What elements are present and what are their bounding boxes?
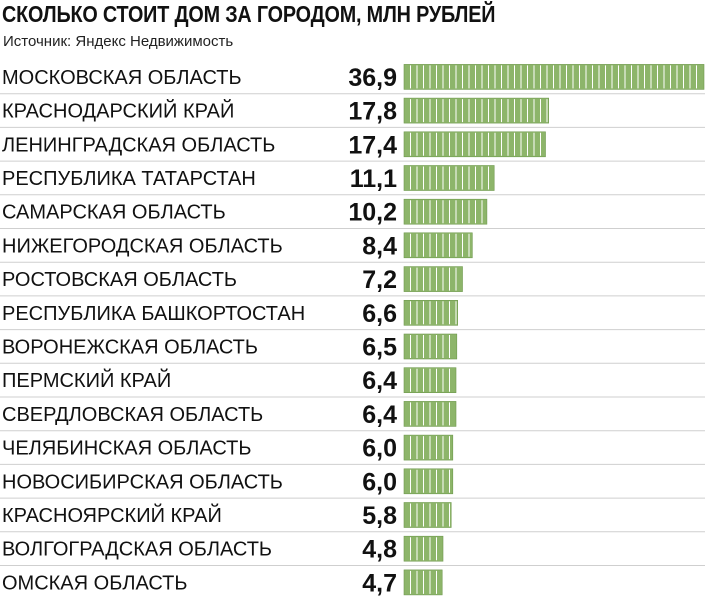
value-label: 8,4 [362,232,397,260]
bar [403,266,463,292]
value-label: 6,0 [362,435,397,463]
chart-subtitle: Источник: Яндекс Недвижимость [3,33,234,50]
value-label: 5,8 [362,502,397,530]
bar [403,300,459,326]
value-label: 4,8 [362,536,397,564]
bar [403,131,546,158]
bar [403,434,454,461]
category-label: ВОЛГОГРАДСКАЯ ОБЛАСТЬ [2,539,272,561]
value-label: 6,0 [362,468,397,496]
value-label: 10,2 [348,199,397,227]
value-label: 6,6 [362,300,397,328]
value-label: 6,4 [362,367,397,395]
value-label: 17,8 [348,98,397,126]
category-label: САМАРСКАЯ ОБЛАСТЬ [2,202,226,224]
category-label: КРАСНОДАРСКИЙ КРАЙ [2,99,234,123]
bar-chart: МОСКОВСКАЯ ОБЛАСТЬ 36,9 КРАСНОДАРСКИЙ КРАЙ… [0,64,705,597]
bar [403,198,488,225]
category-label: РЕСПУБЛИКА БАШКОРТОСТАН [2,303,305,325]
bar [403,232,473,259]
category-label: СВЕРДЛОВСКАЯ ОБЛАСТЬ [2,404,263,426]
category-label: ПЕРМСКИЙ КРАЙ [2,368,171,392]
value-label: 6,5 [362,334,397,362]
value-label: 11,1 [350,165,397,193]
value-label: 36,9 [348,64,397,92]
category-label: КРАСНОЯРСКИЙ КРАЙ [2,503,222,527]
category-label: ЛЕНИНГРАДСКАЯ ОБЛАСТЬ [2,134,275,156]
bar [403,502,452,528]
value-label: 17,4 [348,131,397,159]
category-label: ЧЕЛЯБИНСКАЯ ОБЛАСТЬ [2,438,251,460]
value-label: 6,4 [362,401,397,429]
bar [403,97,549,124]
category-label: МОСКОВСКАЯ ОБЛАСТЬ [2,67,242,89]
category-label: РОСТОВСКАЯ ОБЛАСТЬ [2,269,237,291]
chart-title: СКОЛЬКО СТОИТ ДОМ ЗА ГОРОДОМ, МЛН РУБЛЕЙ [2,1,496,27]
value-label: 4,7 [362,569,397,597]
category-label: НОВОСИБИРСКАЯ ОБЛАСТЬ [2,471,283,493]
category-label: ВОРОНЕЖСКАЯ ОБЛАСТЬ [2,337,258,359]
category-label: ОМСКАЯ ОБЛАСТЬ [2,572,187,594]
category-label: НИЖЕГОРОДСКАЯ ОБЛАСТЬ [2,235,283,257]
category-label: РЕСПУБЛИКА ТАТАРСТАН [2,168,256,190]
bar [403,468,454,495]
value-label: 7,2 [362,266,397,294]
